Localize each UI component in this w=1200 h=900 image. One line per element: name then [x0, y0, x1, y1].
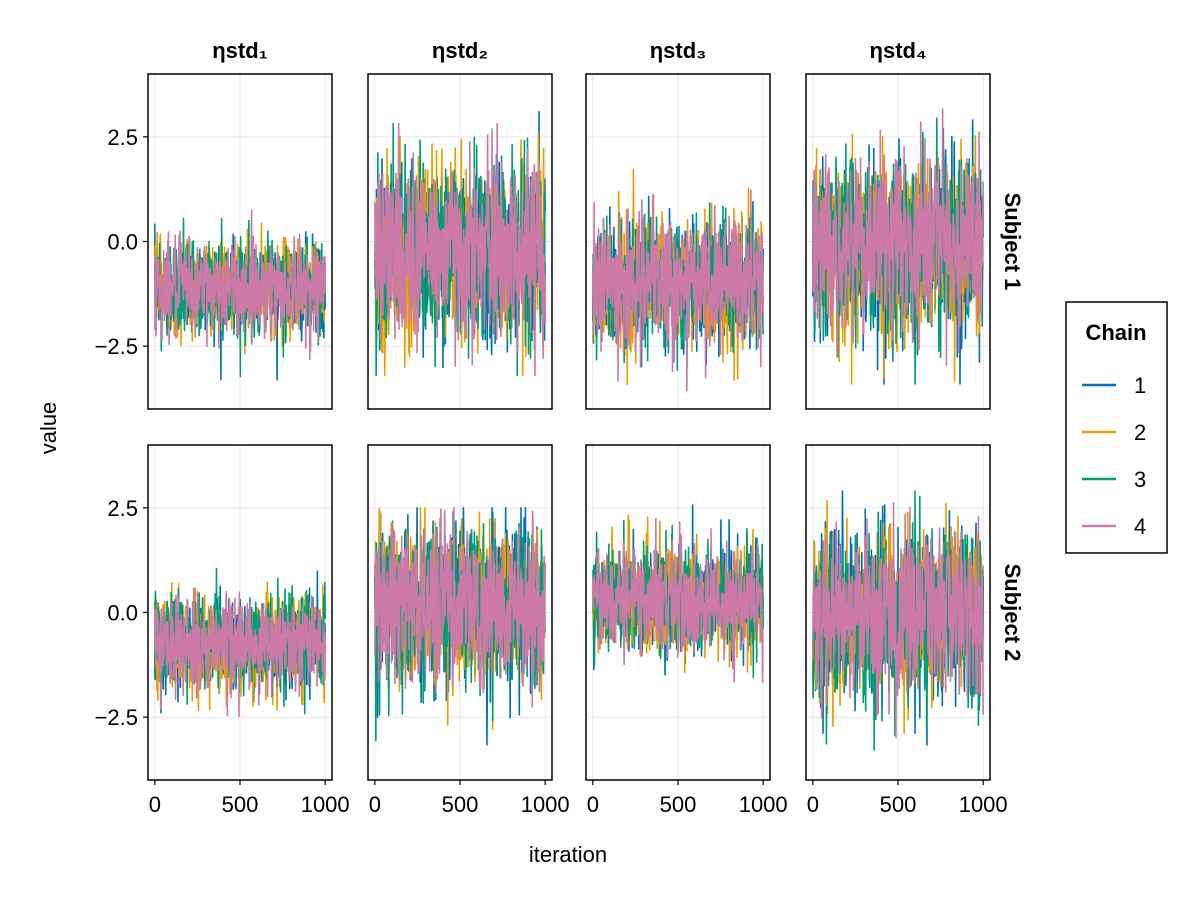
panel-r2-c2: 0 500 1000	[367, 444, 570, 817]
y-tick-label: 0.0	[107, 230, 138, 255]
traces	[812, 108, 984, 385]
series-line-chain-4	[592, 189, 764, 392]
series-line-chain-4	[154, 587, 326, 717]
x-tick-label: 500	[442, 792, 479, 817]
legend-entry-3: 3	[1082, 467, 1146, 492]
series-line-chain-4	[592, 517, 764, 684]
traces	[154, 567, 326, 717]
legend: Chain 1 2 3 4	[1065, 301, 1168, 554]
x-tick-label: 1000	[521, 792, 570, 817]
y-axis-label: value	[36, 402, 61, 455]
y-tick-label: 0.0	[107, 601, 138, 626]
x-tick-label: 1000	[959, 792, 1008, 817]
legend-label: 1	[1134, 373, 1146, 398]
column-title-1: ηstd₁	[212, 38, 268, 63]
traces	[154, 209, 326, 381]
y-tick-label: 2.5	[107, 496, 138, 521]
series-line-chain-4	[374, 122, 546, 377]
panel-frame	[367, 73, 553, 410]
column-title-4: ηstd₄	[870, 38, 927, 63]
column-titles: ηstd₁ ηstd₂ ηstd₃ ηstd₄	[212, 38, 926, 63]
panel-r2-c3: 0 500 1000	[585, 444, 788, 817]
traces	[592, 168, 764, 392]
panel-r1-c1: −2.5 0.0 2.5	[95, 73, 333, 410]
x-tick-label: 0	[369, 792, 381, 817]
traces	[374, 110, 546, 377]
panel-frame	[805, 73, 991, 410]
row-label-2: Subject 2	[1000, 564, 1025, 662]
traces	[592, 504, 764, 684]
legend-label: 4	[1134, 514, 1146, 539]
y-tick-label: −2.5	[95, 334, 138, 359]
legend-box	[1065, 301, 1168, 554]
column-title-3: ηstd₃	[650, 38, 707, 63]
traces	[374, 507, 546, 746]
legend-entry-2: 2	[1082, 420, 1146, 445]
panel-r1-c3	[585, 73, 771, 410]
panel-r1-c4	[805, 73, 991, 410]
column-title-2: ηstd₂	[432, 38, 488, 63]
series-line-chain-4	[374, 507, 546, 708]
y-tick-label: 2.5	[107, 125, 138, 150]
legend-entry-4: 4	[1082, 514, 1146, 539]
legend-label: 3	[1134, 467, 1146, 492]
legend-title: Chain	[1085, 320, 1146, 345]
panel-grid: −2.5 0.0 2.5 −2.5 0.0 2.5 0 500 1000 0 500 1000 0 500…	[95, 73, 1008, 817]
x-tick-label: 1000	[739, 792, 788, 817]
legend-entries: 1 2 3 4	[1082, 373, 1146, 539]
x-tick-label: 0	[587, 792, 599, 817]
x-tick-label: 500	[880, 792, 917, 817]
x-axis-label: iteration	[529, 842, 607, 867]
legend-entry-1: 1	[1082, 373, 1146, 398]
traces	[812, 490, 984, 751]
x-tick-label: 500	[222, 792, 259, 817]
panel-r2-c1: −2.5 0.0 2.5 0 500 1000	[95, 444, 350, 817]
x-tick-label: 500	[660, 792, 697, 817]
legend-label: 2	[1134, 420, 1146, 445]
x-tick-label: 1000	[301, 792, 350, 817]
panel-r2-c4: 0 500 1000	[805, 444, 1008, 817]
series-line-chain-4	[812, 501, 984, 739]
x-tick-label: 0	[807, 792, 819, 817]
panel-r1-c2	[367, 73, 553, 410]
panel-frame	[585, 73, 771, 410]
y-tick-label: −2.5	[95, 705, 138, 730]
row-label-1: Subject 1	[1000, 193, 1025, 291]
series-line-chain-4	[154, 209, 326, 361]
x-tick-label: 0	[149, 792, 161, 817]
series-line-chain-4	[812, 108, 984, 367]
row-labels: Subject 1 Subject 2	[1000, 193, 1025, 662]
